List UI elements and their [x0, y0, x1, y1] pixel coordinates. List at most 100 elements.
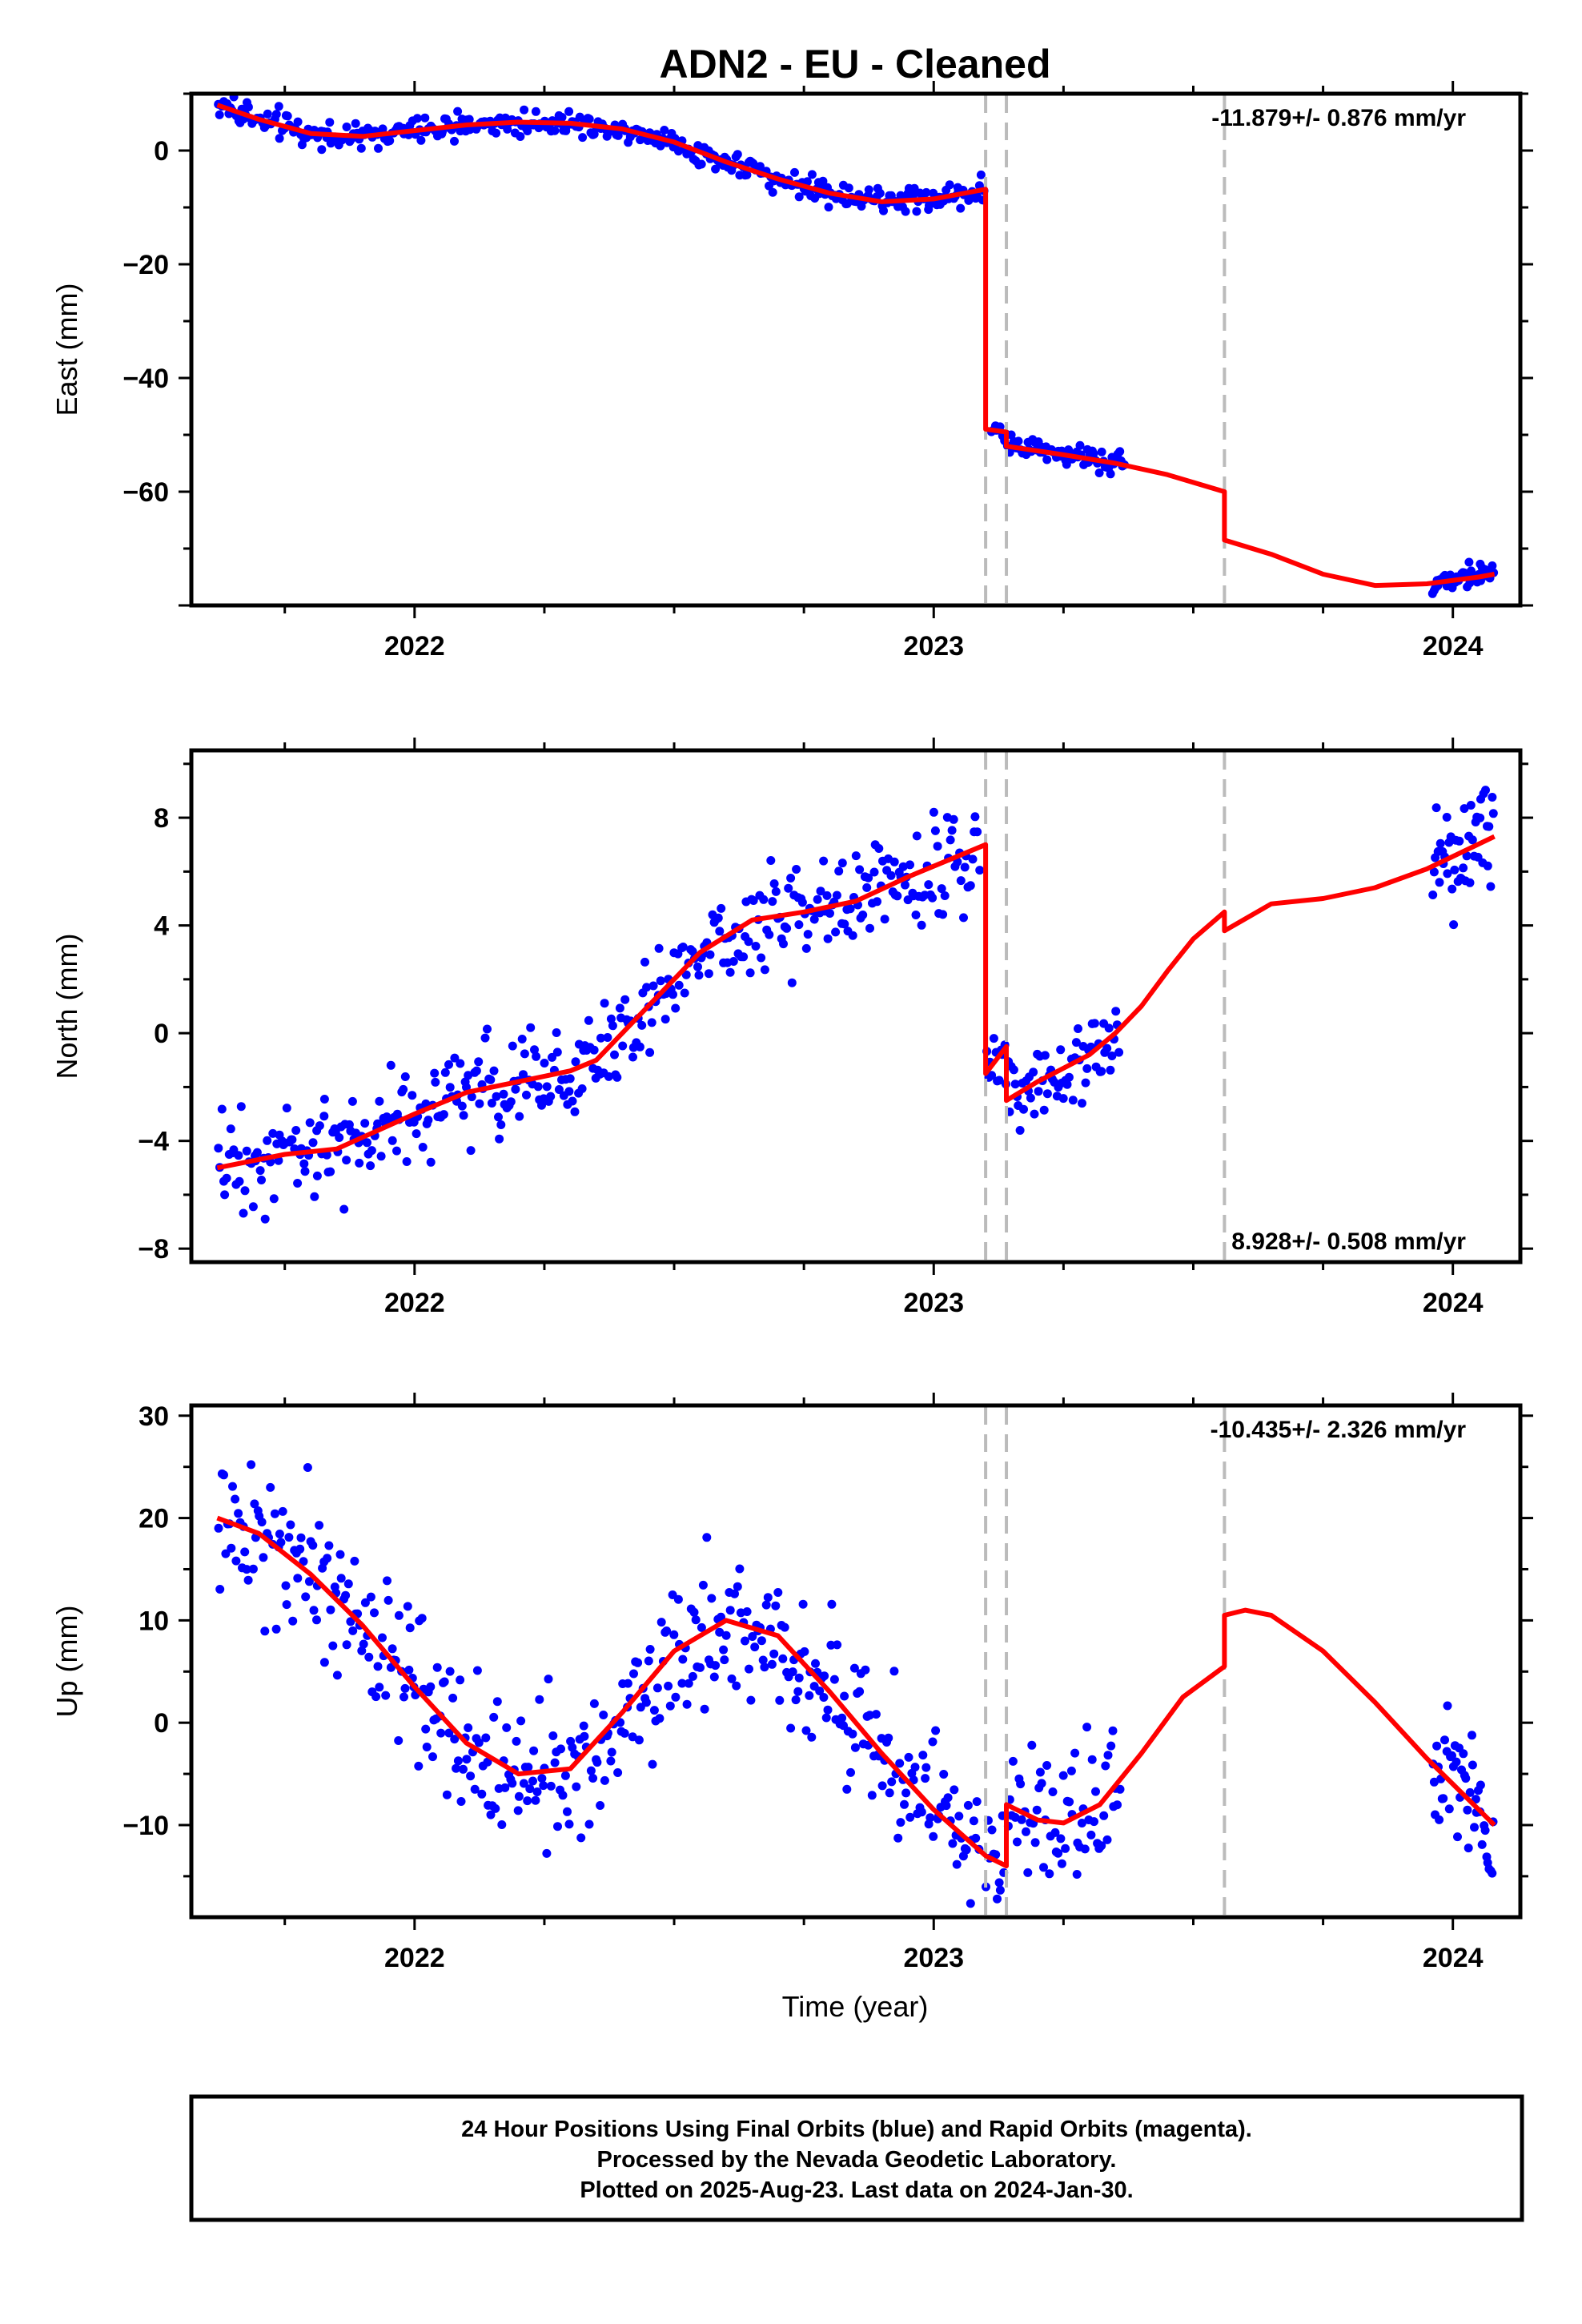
up-data-point: [767, 1659, 777, 1669]
east-data-point: [550, 126, 560, 135]
north-data-point: [966, 881, 975, 891]
north-data-point: [495, 1134, 504, 1144]
east-data-point: [842, 199, 852, 208]
east-data-point: [768, 187, 777, 197]
up-data-point: [248, 1564, 258, 1574]
north-data-point: [255, 1166, 265, 1176]
up-data-point: [613, 1768, 623, 1777]
north-data-point: [889, 857, 899, 866]
north-x-tick-label: 2022: [384, 1288, 445, 1318]
up-data-point: [523, 1796, 532, 1806]
up-data-point: [993, 1894, 1002, 1904]
up-data-point: [929, 1831, 938, 1841]
north-data-point: [940, 891, 950, 900]
east-data-point: [564, 107, 574, 116]
up-data-point: [800, 1647, 809, 1656]
north-data-point: [363, 1138, 371, 1148]
east-y-tick-label: −20: [122, 250, 169, 280]
north-data-point: [768, 897, 777, 907]
north-data-point: [851, 851, 861, 861]
east-data-point: [351, 119, 360, 128]
north-data-point: [831, 927, 841, 937]
north-data-point: [880, 915, 889, 924]
up-data-point: [720, 1655, 729, 1665]
east-data-point: [790, 167, 799, 177]
up-data-point: [1022, 1827, 1030, 1836]
north-data-point: [784, 883, 793, 893]
east-data-point: [1094, 468, 1104, 477]
up-data-point: [444, 1728, 454, 1738]
north-data-point: [787, 978, 797, 987]
up-data-point: [342, 1640, 351, 1650]
north-data-point: [480, 1033, 490, 1043]
north-data-point: [635, 1042, 644, 1051]
east-data-point: [516, 132, 525, 141]
north-data-point: [989, 1034, 998, 1043]
up-data-point: [404, 1665, 414, 1675]
up-data-point: [677, 1679, 687, 1688]
north-data-point: [387, 1136, 397, 1145]
north-data-point: [408, 1091, 417, 1100]
north-data-point: [825, 909, 834, 918]
north-data-point: [693, 962, 702, 971]
north-data-point: [886, 870, 896, 880]
up-data-point: [1102, 1835, 1112, 1844]
east-x-tick-label: 2023: [903, 631, 964, 661]
up-data-point: [702, 1533, 712, 1542]
north-data-point: [540, 1059, 549, 1068]
up-data-point: [943, 1793, 953, 1803]
north-data-point: [809, 915, 819, 924]
up-data-point: [991, 1850, 1001, 1860]
north-data-point: [552, 1047, 562, 1057]
up-data-point: [1008, 1756, 1018, 1766]
up-panel: 2022 2023 2024 30 20 10 0 −10 Up (mm) -10.435+/- …: [50, 1393, 1533, 1973]
up-data-point: [558, 1791, 568, 1800]
up-data-point: [721, 1630, 731, 1640]
north-data-point: [1481, 786, 1490, 795]
north-data-point: [457, 1101, 467, 1111]
north-data-point: [654, 943, 664, 953]
up-data-point: [1468, 1760, 1477, 1770]
up-data-point: [1113, 1800, 1122, 1810]
east-data-point: [711, 164, 721, 174]
up-data-point: [452, 1763, 461, 1773]
north-data-point: [430, 1068, 440, 1078]
north-y-tick-label: −4: [138, 1127, 169, 1157]
footer-box: [189, 2094, 1524, 2222]
north-data-point: [226, 1124, 235, 1134]
east-data-point: [1106, 469, 1115, 479]
north-data-point: [489, 1066, 499, 1076]
up-data-point: [794, 1673, 804, 1683]
up-data-point: [807, 1732, 817, 1742]
north-data-point: [418, 1143, 428, 1152]
north-data-point: [911, 911, 921, 919]
north-data-point: [975, 866, 985, 875]
up-data-point: [821, 1713, 831, 1723]
up-y-tick-label: 20: [139, 1504, 169, 1534]
north-data-point: [571, 1057, 580, 1067]
up-data-point: [748, 1632, 757, 1641]
north-data-point: [782, 923, 792, 933]
north-data-point: [260, 1214, 270, 1224]
up-data-point: [948, 1839, 958, 1848]
north-data-point: [568, 1096, 577, 1106]
north-data-point: [704, 969, 713, 979]
up-y-tick-label: −10: [122, 1811, 169, 1841]
up-data-point: [742, 1607, 752, 1616]
up-frame: [189, 1403, 1523, 1920]
north-data-point: [739, 952, 749, 962]
up-data-point: [489, 1712, 499, 1722]
up-data-point: [689, 1607, 699, 1617]
east-data-point: [794, 192, 804, 202]
up-data-point: [769, 1649, 779, 1659]
up-data-point: [357, 1646, 367, 1655]
up-data-point: [1023, 1868, 1033, 1877]
north-y-tick-label: −8: [138, 1234, 169, 1265]
north-data-point: [412, 1129, 421, 1139]
east-data-point: [697, 159, 706, 169]
north-data-point: [1483, 861, 1492, 870]
north-plot-area: [191, 750, 1520, 1262]
up-data-point: [939, 1770, 949, 1779]
north-data-point: [577, 1084, 587, 1093]
